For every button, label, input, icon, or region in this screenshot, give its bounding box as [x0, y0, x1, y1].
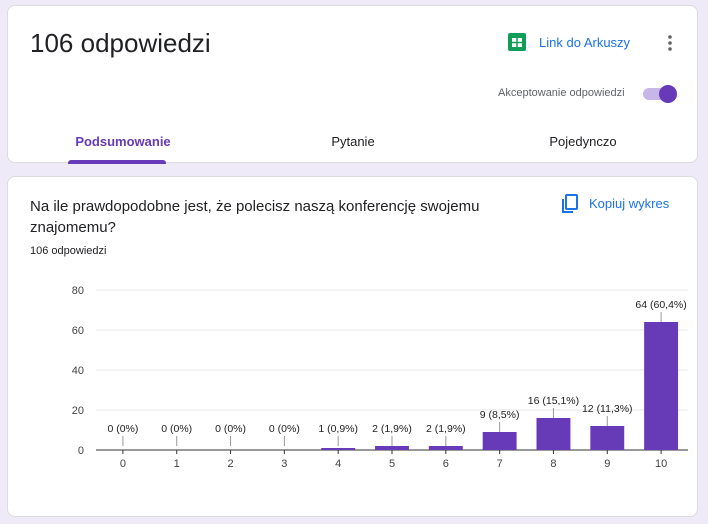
x-tick-label: 0	[120, 458, 126, 470]
bar	[644, 322, 679, 450]
x-tick-label: 4	[335, 458, 341, 470]
bar	[428, 446, 463, 450]
response-count: 106 odpowiedzi	[30, 245, 107, 257]
copy-icon[interactable]	[561, 194, 579, 214]
bar	[321, 448, 356, 450]
y-tick-label: 60	[72, 325, 84, 337]
question-text: Na ile prawdopodobne jest, że polecisz n…	[30, 198, 480, 236]
active-tab-indicator	[68, 160, 166, 164]
bar	[375, 446, 409, 450]
value-label: 0 (0%)	[107, 423, 138, 435]
x-tick-label: 7	[497, 458, 503, 470]
bar	[482, 432, 517, 450]
tab-summary[interactable]: Podsumowanie	[75, 134, 171, 149]
sheets-icon[interactable]	[508, 33, 526, 51]
copy-chart-button[interactable]: Kopiuj wykres	[589, 196, 670, 211]
y-tick-label: 80	[72, 285, 84, 297]
bar	[590, 426, 625, 450]
value-label: 16 (15,1%)	[528, 395, 579, 407]
y-tick-label: 40	[72, 365, 84, 377]
x-tick-label: 3	[281, 458, 287, 470]
value-label: 0 (0%)	[269, 423, 300, 435]
value-label: 12 (11,3%)	[582, 403, 633, 415]
tab-question[interactable]: Pytanie	[331, 134, 375, 149]
more-menu[interactable]	[664, 34, 676, 52]
y-tick-label: 0	[78, 445, 84, 457]
x-tick-label: 9	[604, 458, 610, 470]
value-label: 9 (8,5%)	[480, 409, 520, 421]
bar	[536, 418, 571, 450]
value-label: 2 (1,9%)	[372, 423, 412, 435]
sheets-link[interactable]: Link do Arkuszy	[539, 35, 631, 50]
accepting-label: Akceptowanie odpowiedzi	[498, 87, 625, 99]
chart: 0 20 40 60 80 0 0 (0%) 1 0 (0%) 2 0 (0%) 3 0 (0%) 4 1 …	[72, 285, 688, 470]
question-card: Na ile prawdopodobne jest, że polecisz n…	[7, 176, 698, 517]
x-tick-label: 5	[389, 458, 395, 470]
x-tick-label: 1	[174, 458, 180, 470]
x-tick-label: 6	[443, 458, 449, 470]
x-tick-label: 10	[655, 458, 667, 470]
value-label: 64 (60,4%)	[635, 299, 686, 311]
x-tick-label: 8	[550, 458, 556, 470]
tab-individual[interactable]: Pojedynczo	[549, 134, 617, 149]
responses-title: 106 odpowiedzi	[30, 28, 211, 58]
value-label: 1 (0,9%)	[318, 423, 358, 435]
value-label: 0 (0%)	[161, 423, 192, 435]
value-label: 2 (1,9%)	[426, 423, 466, 435]
x-tick-label: 2	[227, 458, 233, 470]
accepting-toggle[interactable]	[641, 82, 681, 106]
value-label: 0 (0%)	[215, 423, 246, 435]
y-tick-label: 20	[72, 405, 84, 417]
summary-card: 106 odpowiedzi Link do Arkuszy Akceptowa…	[7, 5, 698, 164]
